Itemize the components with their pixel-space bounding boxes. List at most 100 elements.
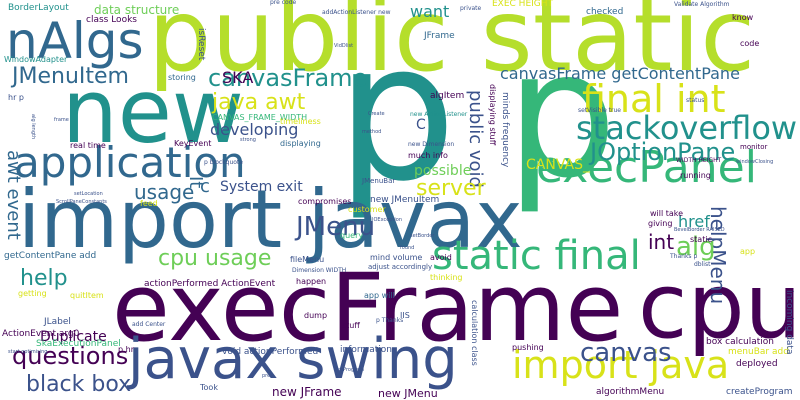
word-pre: pre — [262, 373, 271, 379]
word-JLabel: JLabel — [44, 317, 71, 327]
word-frame: frame — [54, 117, 69, 123]
word-new: new — [62, 60, 244, 163]
word-System-exit: System exit — [220, 179, 303, 195]
word-import-java: import java — [512, 343, 730, 387]
word-feed: feed — [140, 199, 158, 208]
word-status: status — [686, 97, 705, 104]
word-private: private — [460, 5, 482, 12]
word-ActionEvent-arg0: ActionEvent arg0 — [2, 329, 80, 339]
word-KeyEvent: KeyEvent — [174, 139, 212, 148]
word-setBorder: setBorder — [410, 233, 435, 239]
word-add-Center: add Center — [132, 321, 166, 328]
word-CANVAS_: CANVAS_ — [526, 157, 590, 173]
word-new-JFrame: new JFrame — [272, 385, 342, 399]
word-p-big: p — [336, 2, 457, 223]
word-VidDlist: VidDlist — [334, 43, 354, 49]
word-algorithmMenu: algorithmMenu — [596, 387, 665, 397]
word-displaying: displaying — [280, 139, 321, 148]
word-public-void: public void — [465, 90, 486, 188]
word-algItem: algItem — [430, 91, 465, 101]
word-helpMenu: helpMenu — [706, 206, 730, 305]
word-IOException: IOException — [372, 217, 403, 223]
word-stuff: stuff — [342, 321, 360, 330]
word-displaying-stuff: displaying stuff — [488, 84, 497, 146]
word-IIS: IIS — [400, 311, 410, 320]
word-server: server — [416, 176, 486, 201]
word-storing: storing — [168, 73, 196, 82]
word-SKA: SKA — [222, 68, 254, 87]
word-static: static — [690, 235, 712, 244]
word-nAlgs: nAlgs — [6, 12, 144, 70]
word-EXEC-HEIGHT: EXEC HEIGHT — [492, 0, 554, 9]
word-cpu: cpu — [638, 254, 800, 359]
word-setVisible-true: setVisible true — [578, 107, 621, 114]
word-adjust-accordingly: adjust accordingly — [368, 263, 433, 271]
word-setLocation: setLocation — [74, 191, 103, 197]
word-import-javax: import javax — [18, 173, 523, 266]
word-black-box: black box — [26, 372, 132, 397]
word-Create: Create — [368, 111, 385, 117]
word-Dimension-WIDTH: Dimension WIDTH — [292, 267, 347, 274]
word-calculation-class: calculation class — [470, 300, 479, 366]
word-c: c — [200, 176, 210, 197]
word-actionPerformed-ActionEvent: actionPerformed ActionEvent — [144, 279, 276, 289]
word-data-structure: data structure — [94, 3, 180, 17]
word-menuBar-add: menuBar add — [728, 347, 789, 357]
word-public-static: public static — [148, 0, 756, 94]
word-C: C — [416, 117, 426, 133]
word-start-optimising: start optimising — [8, 349, 48, 355]
word-customer: customer — [348, 205, 386, 214]
word-stackoverflow: stackoverflow — [576, 109, 798, 147]
word-class-Looks: class Looks — [86, 15, 137, 25]
word-canvas: canvas — [580, 338, 672, 368]
word-WIDTH-HEIGHT: WIDTH HEIGHT — [676, 157, 722, 164]
word-JMenuItem: JMenuItem — [12, 64, 129, 89]
word-cpu-usage: cpu usage — [158, 246, 272, 271]
word-JOptionPane: JOptionPane — [590, 138, 736, 166]
word-isReset: isReset — [196, 28, 206, 61]
word-timeliness: timeliness — [280, 117, 321, 126]
word-static-final: static final — [432, 233, 641, 279]
word-questions: questions — [12, 342, 129, 370]
word-windowClosing: windowClosing — [736, 159, 774, 165]
word-canvasFrame-getContentPane: canvasFrame getContentPane — [500, 64, 740, 83]
word-compromises: compromises — [298, 197, 352, 206]
word-hr-p: hr p — [8, 93, 24, 102]
word-int: int — [648, 230, 675, 254]
word-new-JMenu: new JMenu — [378, 387, 438, 400]
word-It: It — [185, 176, 206, 189]
word-WindowAdapter: WindowAdapter — [4, 55, 68, 64]
word-JFrame: JFrame — [424, 31, 455, 41]
word-new-Dimension: new Dimension — [408, 141, 455, 148]
word-found: found — [400, 245, 415, 251]
word-void-actionPerformed: void actionPerformed — [222, 347, 319, 357]
word-p-blockquote: p blockquote — [204, 159, 243, 166]
word-java-awt: java awt — [212, 90, 306, 115]
word-avoid: avoid — [430, 253, 452, 262]
word-checked: checked — [586, 7, 624, 17]
word-query: query — [340, 231, 364, 240]
word-much-info: much info — [408, 151, 448, 160]
word-mind-volume: mind volume — [370, 253, 423, 262]
word-dblist: dblist — [694, 261, 711, 268]
word-dump: dump — [304, 311, 328, 320]
word-possible: possible — [414, 163, 472, 179]
word-giving: giving — [648, 219, 673, 228]
word-JMenu: JMenu — [296, 212, 376, 242]
word-incoming-data: incoming data — [784, 290, 794, 355]
word-ScrollPaneConstants: ScrollPaneConstants — [56, 199, 107, 205]
word-app: app — [740, 247, 756, 256]
word-minds-frequency: minds frequency — [500, 92, 510, 168]
word-strong: strong — [240, 137, 256, 143]
word-help: help — [20, 266, 68, 291]
word-pushing: pushing — [512, 343, 544, 352]
word-will-take: will take — [650, 209, 684, 218]
word-fileMenu: fileMenu — [290, 255, 325, 264]
word-monitor: monitor — [740, 143, 768, 151]
word-BevelBorder-RAISED: BevelBorder RAISED — [674, 227, 725, 233]
word-getting: getting — [18, 289, 47, 298]
word-new-ActionListener: new ActionListener — [410, 111, 468, 118]
word-code: code — [740, 39, 760, 48]
word-p-Thanks: p Thanks — [376, 317, 404, 324]
